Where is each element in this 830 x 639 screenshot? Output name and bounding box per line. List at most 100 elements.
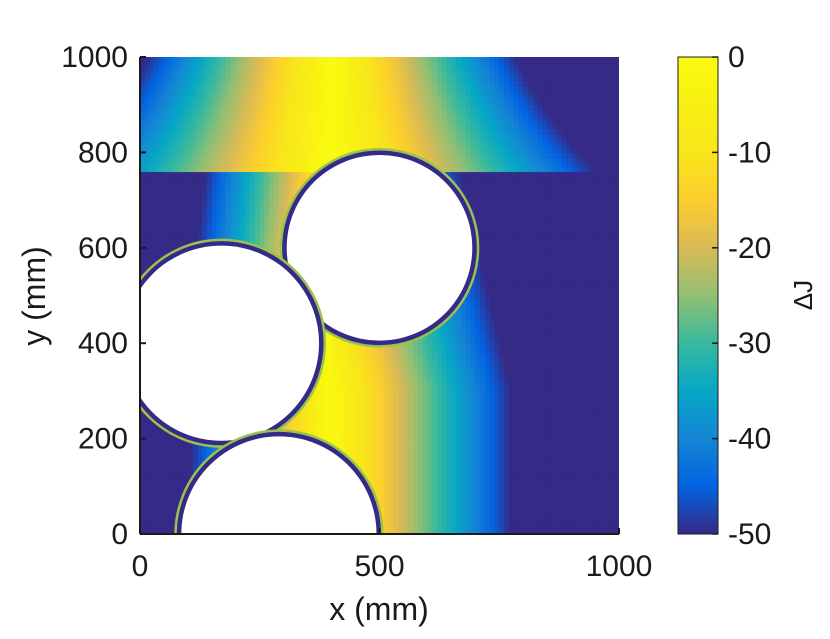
heatmap-cell: [144, 57, 151, 63]
heatmap-cell: [293, 123, 299, 130]
heatmap-cell: [159, 76, 165, 82]
heatmap-cell: [312, 152, 318, 158]
heatmap-cell: [326, 99, 333, 106]
heatmap-cell: [274, 123, 280, 130]
heatmap-cell: [240, 61, 246, 68]
heatmap-cell: [317, 409, 323, 416]
heatmap-cell: [283, 190, 290, 196]
heatmap-cell: [264, 171, 270, 177]
heatmap-cell: [369, 109, 376, 115]
heatmap-cell: [163, 90, 170, 96]
heatmap-cell: [226, 147, 232, 153]
heatmap-cell: [312, 123, 318, 130]
heatmap-cell: [231, 57, 237, 63]
heatmap-cell: [221, 209, 227, 216]
heatmap-cell: [302, 405, 309, 411]
heatmap-cell: [278, 219, 285, 225]
heatmap-cell: [336, 104, 342, 111]
heatmap-cell: [369, 123, 376, 130]
heatmap-cell: [374, 133, 381, 139]
heatmap-cell: [240, 80, 246, 87]
heatmap-cell: [211, 195, 218, 201]
heatmap-cell: [202, 76, 208, 82]
heatmap-cell: [369, 128, 376, 134]
heatmap-cell: [326, 362, 333, 368]
heatmap-cell: [341, 119, 347, 125]
heatmap-cell: [197, 76, 203, 82]
heatmap-cell: [374, 128, 381, 134]
heatmap-cell: [369, 71, 376, 77]
heatmap-cell: [269, 161, 275, 168]
heatmap-cell: [187, 214, 194, 220]
heatmap-cell: [154, 429, 160, 435]
heatmap-cell: [360, 61, 366, 68]
heatmap-cell: [374, 481, 381, 487]
heatmap-cell: [221, 128, 227, 134]
heatmap-cell: [336, 123, 342, 130]
heatmap-cell: [345, 376, 352, 382]
heatmap-cell: [331, 395, 337, 402]
heatmap-cell: [240, 123, 246, 130]
heatmap-cell: [168, 228, 175, 235]
heatmap-cell: [245, 214, 251, 220]
heatmap-cell: [283, 95, 290, 101]
heatmap-cell: [221, 95, 227, 101]
heatmap-cell: [211, 171, 218, 177]
heatmap-cell: [183, 228, 189, 235]
heatmap-cell: [322, 424, 328, 430]
heatmap-cell: [159, 505, 165, 511]
heatmap-cell: [168, 80, 175, 87]
heatmap-cell: [345, 95, 352, 101]
heatmap-cell: [183, 181, 189, 187]
heatmap-cell: [154, 166, 160, 173]
heatmap-cell: [264, 142, 270, 149]
heatmap-cell: [254, 57, 261, 63]
heatmap-cell: [307, 76, 314, 82]
heatmap-cell: [221, 181, 227, 187]
heatmap-cell: [173, 491, 179, 497]
heatmap-cell: [264, 57, 270, 63]
heatmap-cell: [140, 419, 146, 425]
heatmap-cell: [216, 147, 223, 153]
heatmap-cell: [374, 104, 381, 111]
heatmap-cell: [144, 419, 151, 425]
heatmap-cell: [187, 209, 194, 216]
heatmap-cell: [345, 343, 352, 349]
heatmap-cell: [173, 80, 179, 87]
heatmap-cell: [221, 200, 227, 206]
heatmap-cell: [374, 495, 381, 502]
heatmap-cell: [326, 71, 333, 77]
heatmap-cell: [302, 109, 309, 115]
heatmap-cell: [245, 99, 251, 106]
heatmap-cell: [331, 419, 337, 425]
heatmap-cell: [197, 133, 203, 139]
heatmap-cell: [312, 142, 318, 149]
heatmap-cell: [302, 424, 309, 430]
heatmap-cell: [159, 247, 165, 254]
heatmap-cell: [163, 495, 170, 502]
heatmap-cell: [293, 142, 299, 149]
heatmap-cell: [202, 123, 208, 130]
heatmap-cell: [202, 90, 208, 96]
heatmap-cell: [341, 438, 347, 444]
heatmap-cell: [168, 457, 175, 464]
heatmap-cell: [154, 433, 160, 440]
heatmap-cell: [197, 457, 203, 464]
heatmap-cell: [336, 386, 342, 392]
heatmap-cell: [192, 95, 199, 101]
heatmap-cell: [140, 467, 146, 473]
heatmap-cell: [231, 104, 237, 111]
heatmap-cell: [197, 209, 203, 216]
heatmap-cell: [298, 171, 304, 177]
heatmap-cell: [173, 114, 179, 120]
heatmap-cell: [173, 219, 179, 225]
heatmap-cell: [336, 424, 342, 430]
heatmap-cell: [350, 414, 357, 421]
heatmap-cell: [317, 395, 323, 402]
heatmap-cell: [168, 481, 175, 487]
heatmap-cell: [202, 452, 208, 459]
heatmap-cell: [341, 123, 347, 130]
heatmap-cell: [322, 114, 328, 120]
heatmap-cell: [178, 443, 184, 449]
heatmap-cell: [245, 185, 251, 192]
